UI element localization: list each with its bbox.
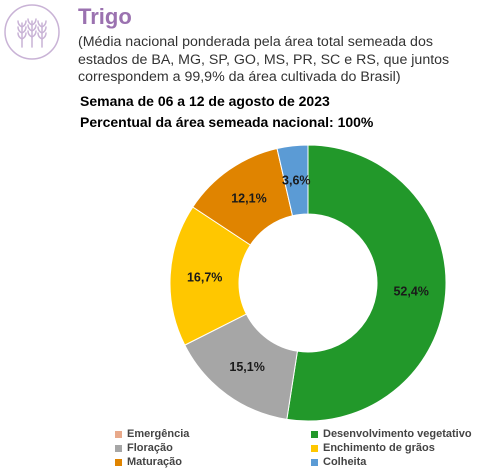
legend-item: Colheita — [311, 456, 366, 468]
legend-item: Maturação — [115, 456, 182, 468]
page-subtitle: (Média nacional ponderada pela área tota… — [78, 34, 450, 85]
legend-swatch — [115, 430, 122, 438]
data-label-maturação: 12,1% — [231, 191, 266, 205]
slice-desenvolvimento-vegetativo — [286, 144, 447, 422]
page-title: Trigo — [78, 4, 132, 29]
legend-swatch — [311, 430, 318, 438]
donut-slices — [169, 144, 447, 422]
legend-item: Enchimento de grãos — [311, 442, 435, 454]
legend-label: Floração — [127, 442, 173, 454]
legend-item: Floração — [115, 442, 173, 454]
data-label-enchimento-de-grãos: 16,7% — [187, 270, 222, 284]
wheat-logo — [3, 3, 61, 61]
legend-swatch — [311, 458, 318, 466]
legend-label: Maturação — [127, 456, 183, 468]
data-label-colheita: 3,6% — [282, 174, 311, 188]
legend-swatch — [115, 444, 122, 452]
donut-labels: 52,4% 15,1% 16,7% 12,1% 3,6% — [187, 174, 429, 375]
legend-label: Enchimento de grãos — [323, 442, 435, 454]
legend-item: Emergência — [115, 428, 189, 440]
data-label-floração: 15,1% — [229, 360, 264, 374]
legend-label: Emergência — [127, 428, 190, 440]
week-range: Semana de 06 a 12 de agosto de 2023 — [80, 93, 330, 109]
legend-swatch — [311, 444, 318, 452]
slice-colheita — [276, 144, 309, 217]
data-label-desenvolvimento-vegetativo: 52,4% — [393, 284, 428, 298]
legend-label: Desenvolvimento vegetativo — [323, 428, 472, 440]
sown-area-percent: Percentual da área semeada nacional: 100… — [80, 114, 374, 130]
wheat-icon — [4, 4, 60, 60]
legend-swatch — [115, 458, 122, 466]
legend-item: Desenvolvimento vegetativo — [311, 428, 472, 440]
legend-label: Colheita — [323, 456, 367, 468]
